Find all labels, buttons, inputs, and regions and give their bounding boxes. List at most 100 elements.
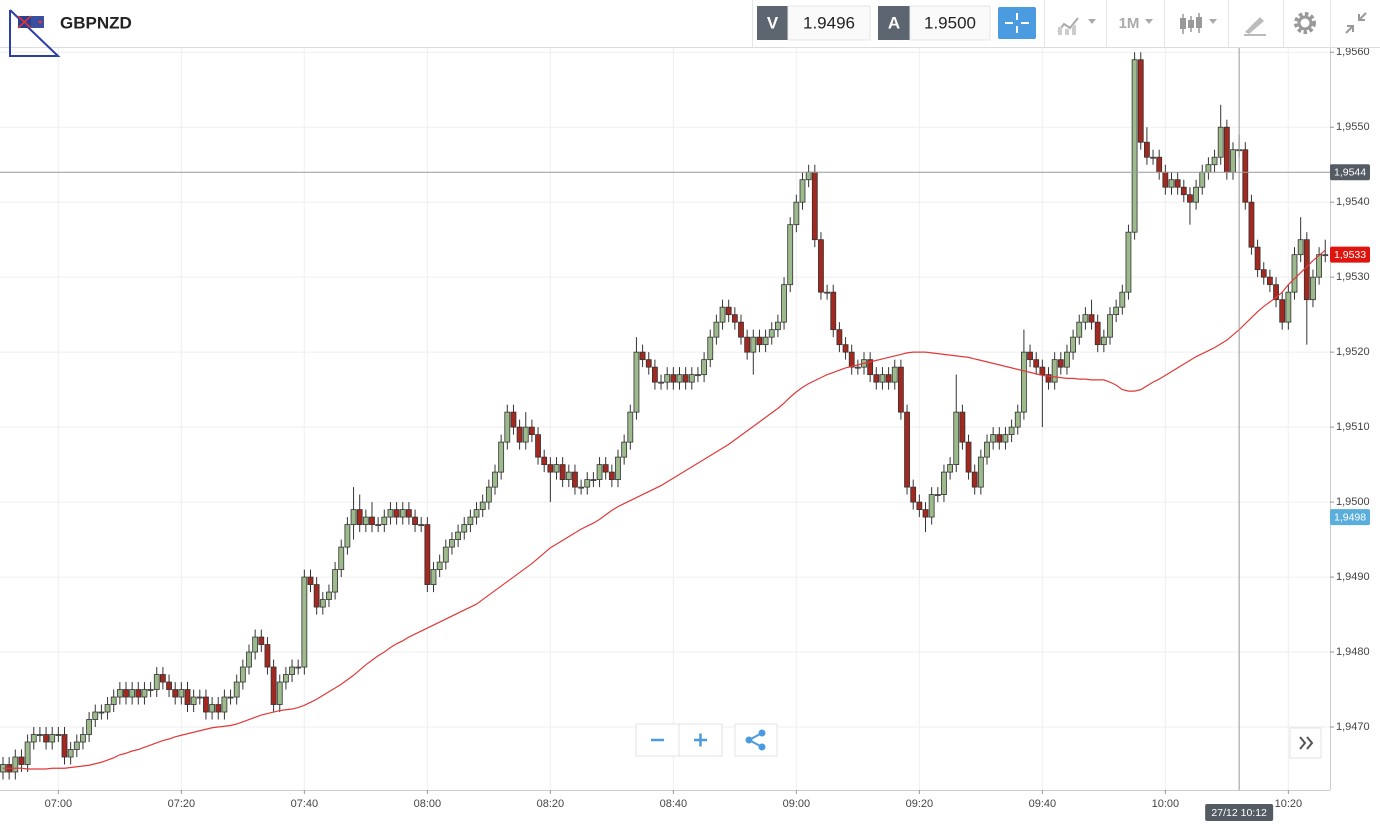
candle-body — [1248, 201, 1255, 248]
candle-body — [485, 486, 492, 503]
candle-body — [830, 291, 837, 331]
candle-body — [898, 366, 904, 413]
candle-body — [246, 651, 252, 668]
candle-body — [209, 704, 216, 713]
bid-box — [787, 5, 871, 41]
candle-body — [1267, 276, 1273, 286]
y-tick-label: 1,9490 — [1336, 571, 1370, 583]
share-button[interactable] — [734, 723, 778, 757]
zoom-in-button[interactable] — [694, 733, 707, 747]
candle-body — [731, 314, 738, 323]
crosshair-time-box — [1205, 804, 1274, 821]
candle-body — [203, 696, 209, 713]
candle-body — [369, 516, 375, 525]
candle-body — [953, 411, 960, 466]
candle-body — [455, 531, 462, 540]
candle-body — [1156, 156, 1163, 173]
candle-body — [381, 516, 388, 525]
candle-body — [836, 329, 843, 346]
candle-body — [768, 329, 775, 338]
candle-body — [787, 224, 794, 286]
candle-body — [362, 516, 369, 525]
candle-body — [196, 696, 203, 699]
candle-body — [824, 291, 830, 294]
candle-body — [1137, 59, 1144, 143]
candle-body — [1168, 179, 1175, 188]
candle-body — [61, 734, 68, 758]
candle-body — [1297, 239, 1304, 256]
candle-body — [98, 711, 105, 714]
candle-body — [1107, 314, 1113, 338]
candle-body — [984, 441, 990, 458]
candle-body — [1021, 351, 1027, 413]
separator — [1164, 0, 1165, 47]
candle-body — [621, 441, 628, 458]
candle-body — [602, 464, 609, 473]
candle-body — [713, 321, 720, 338]
candle-body — [184, 689, 191, 705]
candle-body — [682, 374, 689, 383]
collapse-button[interactable] — [1345, 12, 1367, 34]
candle-body — [1174, 179, 1181, 188]
candle-body — [430, 569, 437, 585]
bid-button[interactable] — [757, 6, 788, 40]
drawing-button[interactable] — [1244, 17, 1266, 36]
candle-body — [356, 509, 363, 525]
candle-body — [412, 516, 418, 525]
candle-body — [947, 464, 953, 473]
y-tick-label: 1,9560 — [1336, 46, 1370, 58]
x-tick-label: 09:40 — [1029, 798, 1057, 810]
candle-body — [904, 411, 910, 488]
candle-body — [436, 561, 443, 570]
candle-body — [141, 689, 148, 698]
y-tick-label: 1,9500 — [1336, 496, 1370, 508]
candle-body — [615, 456, 621, 481]
candle-body — [1303, 239, 1310, 301]
candle-body — [1027, 351, 1033, 361]
candle-body — [854, 366, 861, 369]
candle-body — [1193, 186, 1199, 203]
candle-body — [1180, 186, 1187, 196]
candle-body — [744, 336, 751, 353]
candle-body — [1002, 434, 1009, 443]
settings-button[interactable] — [1294, 12, 1316, 34]
candle-body — [553, 464, 560, 473]
bid-label: V — [767, 13, 779, 32]
candle-body — [24, 741, 31, 765]
ask-label: A — [888, 13, 900, 32]
candle-body — [584, 479, 591, 488]
candle-body — [215, 704, 222, 713]
candle-body — [977, 456, 984, 488]
candle-body — [498, 441, 505, 473]
candle-body — [123, 689, 129, 698]
candle-body — [590, 479, 597, 482]
bid-price: 1.9496 — [803, 13, 855, 32]
candle-body — [393, 509, 400, 518]
candle-body — [695, 374, 701, 377]
ask-button[interactable] — [878, 6, 910, 40]
candle-body — [276, 681, 283, 705]
candle-body — [116, 689, 123, 698]
candle-body — [1131, 59, 1138, 233]
x-tick-label: 08:20 — [537, 798, 565, 810]
crosshair-button[interactable] — [998, 7, 1036, 39]
candle-body — [547, 464, 554, 473]
separator — [1283, 0, 1284, 47]
chart-type-button[interactable] — [1057, 17, 1096, 35]
candle-body — [639, 351, 646, 361]
candle-body — [1291, 254, 1298, 293]
crosshair-price-label: 1,9544 — [1334, 166, 1366, 178]
timeframe-button[interactable]: 1M — [1119, 15, 1140, 32]
candle-body — [1242, 149, 1249, 203]
candle-type-button[interactable] — [1180, 13, 1217, 34]
scroll-end-button[interactable] — [1289, 727, 1322, 759]
candle-body — [701, 359, 707, 376]
candle-body — [645, 359, 652, 368]
candle-body — [30, 734, 37, 743]
ask-price: 1.9500 — [924, 13, 976, 32]
candle-body — [172, 689, 179, 698]
candle-body — [996, 434, 1003, 443]
candle-body — [578, 486, 584, 489]
candle-body — [572, 471, 578, 488]
